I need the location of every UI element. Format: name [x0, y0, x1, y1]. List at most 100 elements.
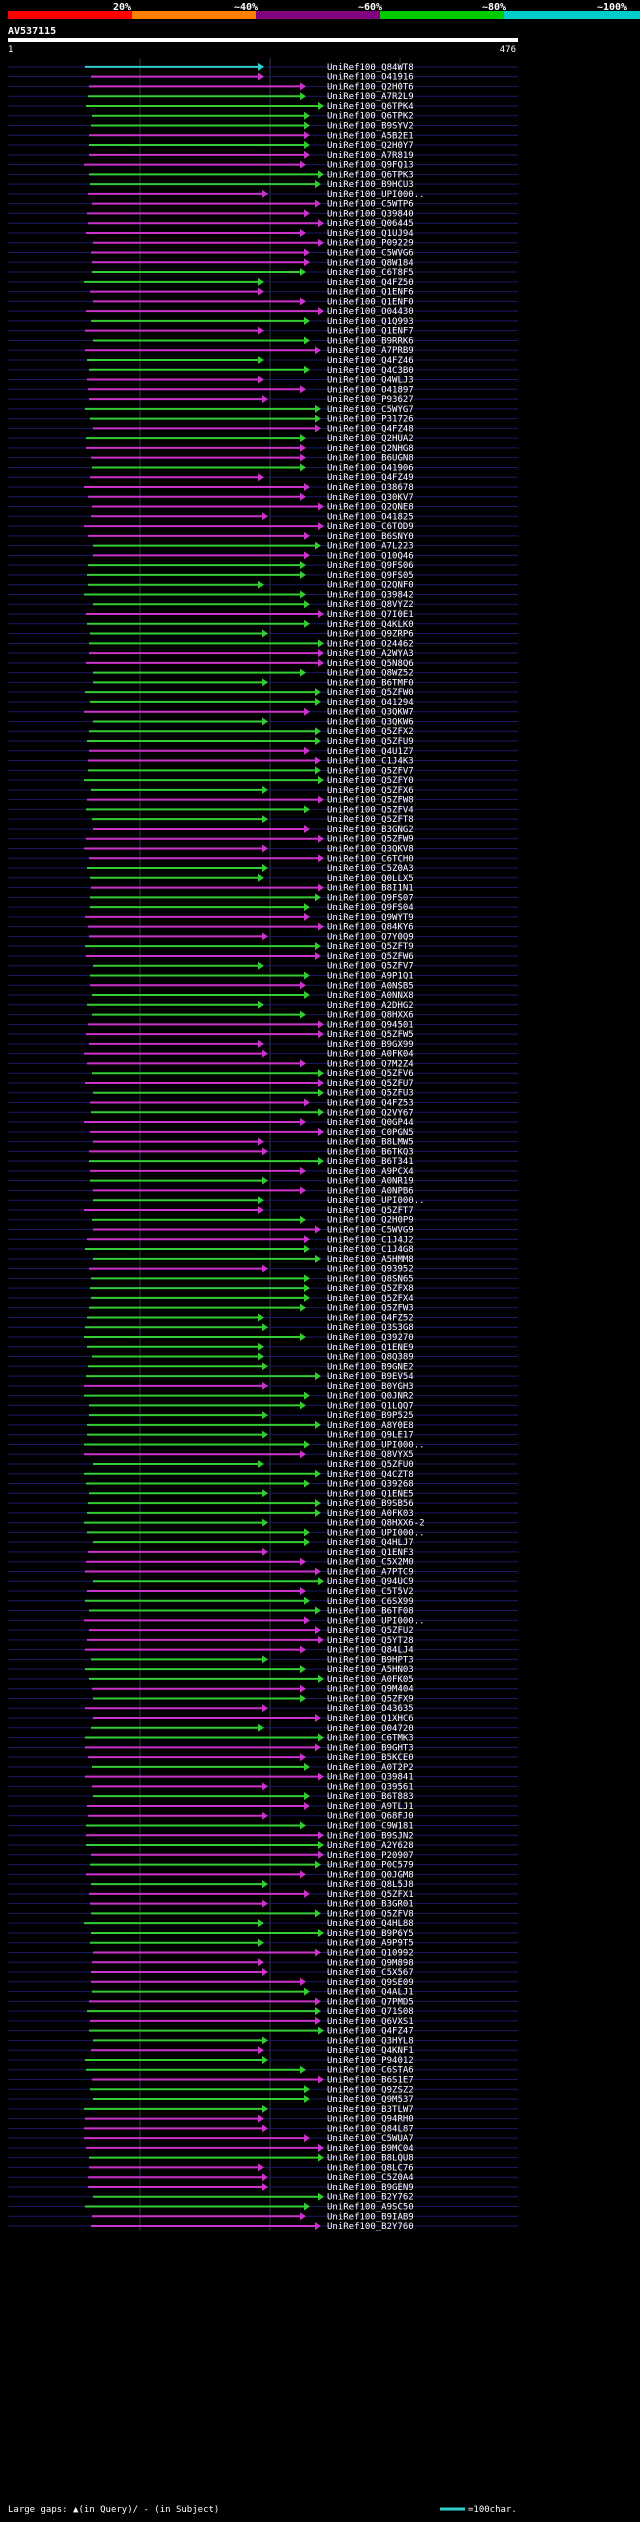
- hit-row[interactable]: UniRef100_C6SX99: [8, 1596, 518, 1607]
- hit-row[interactable]: UniRef100_Q94RH0: [8, 2114, 518, 2125]
- hit-row[interactable]: UniRef100_Q1Q993: [8, 316, 518, 327]
- hit-label[interactable]: UniRef100_B9P525: [327, 1411, 414, 1421]
- hit-label[interactable]: UniRef100_C6SX99: [327, 1597, 414, 1607]
- hit-row[interactable]: UniRef100_O43635: [8, 1704, 518, 1714]
- hit-label[interactable]: UniRef100_Q3S3G8: [327, 1323, 414, 1333]
- hit-label[interactable]: UniRef100_Q10Q46: [327, 551, 414, 561]
- hit-label[interactable]: UniRef100_Q5ZFY0: [327, 776, 414, 786]
- hit-label[interactable]: UniRef100_Q9WYT9: [327, 913, 414, 923]
- hit-label[interactable]: UniRef100_B2Y762: [327, 2193, 414, 2203]
- hit-label[interactable]: UniRef100_B9HCU3: [327, 180, 414, 190]
- hit-label[interactable]: UniRef100_Q94501: [327, 1020, 414, 1030]
- hit-row[interactable]: UniRef100_C0PGN5: [8, 1127, 518, 1138]
- hit-label[interactable]: UniRef100_O04430: [327, 307, 414, 317]
- hit-label[interactable]: UniRef100_Q0JNR2: [327, 1392, 414, 1402]
- hit-label[interactable]: UniRef100_Q3QKV8: [327, 844, 414, 854]
- hit-row[interactable]: UniRef100_Q5ZFU9: [8, 737, 518, 747]
- hit-row[interactable]: UniRef100_B9GX99: [8, 1039, 518, 1050]
- hit-label[interactable]: UniRef100_Q2HUA2: [327, 434, 414, 444]
- hit-row[interactable]: UniRef100_B8LQU8: [8, 2153, 518, 2164]
- hit-label[interactable]: UniRef100_C5WVG6: [327, 249, 414, 259]
- hit-label[interactable]: UniRef100_Q5ZFX8: [327, 1284, 414, 1294]
- hit-row[interactable]: UniRef100_C9W181: [8, 1821, 518, 1831]
- hit-row[interactable]: UniRef100_Q6VXS1: [8, 2016, 518, 2027]
- hit-row[interactable]: UniRef100_B9P6Y5: [8, 1928, 518, 1939]
- hit-row[interactable]: UniRef100_Q5ZFX9: [8, 1694, 518, 1704]
- hit-label[interactable]: UniRef100_Q6VXS1: [327, 2017, 414, 2027]
- hit-row[interactable]: UniRef100_Q1ENF3: [8, 1547, 518, 1558]
- hit-row[interactable]: UniRef100_Q2HUA2: [8, 434, 518, 444]
- hit-label[interactable]: UniRef100_B6T883: [327, 1792, 414, 1802]
- hit-label[interactable]: UniRef100_Q7M2Z4: [327, 1059, 414, 1069]
- hit-row[interactable]: UniRef100_O24462: [8, 639, 518, 649]
- hit-label[interactable]: UniRef100_Q06445: [327, 219, 414, 229]
- hit-row[interactable]: UniRef100_Q5ZFX1: [8, 1889, 518, 1900]
- hit-label[interactable]: UniRef100_A7R2L9: [327, 92, 414, 102]
- hit-row[interactable]: UniRef100_C5WTP6: [8, 199, 518, 210]
- hit-label[interactable]: UniRef100_Q5ZFV6: [327, 1069, 414, 1079]
- hit-label[interactable]: UniRef100_Q3QKW7: [327, 708, 414, 718]
- hit-label[interactable]: UniRef100_B6TMF0: [327, 678, 414, 688]
- hit-row[interactable]: UniRef100_Q1ENF7: [8, 326, 518, 337]
- hit-row[interactable]: UniRef100_Q8VYZ2: [8, 600, 518, 610]
- hit-row[interactable]: UniRef100_Q10Q46: [8, 551, 518, 561]
- hit-label[interactable]: UniRef100_P09229: [327, 239, 414, 249]
- hit-label[interactable]: UniRef100_C1J4G8: [327, 1245, 414, 1255]
- hit-row[interactable]: UniRef100_A7PTC9: [8, 1567, 518, 1577]
- hit-label[interactable]: UniRef100_B5KCE0: [327, 1753, 414, 1763]
- hit-label[interactable]: UniRef100_C0PGN5: [327, 1128, 414, 1138]
- hit-label[interactable]: UniRef100_B6T341: [327, 1157, 414, 1167]
- hit-row[interactable]: UniRef100_O38678: [8, 482, 518, 493]
- hit-row[interactable]: UniRef100_Q1ENE5: [8, 1489, 518, 1499]
- hit-label[interactable]: UniRef100_O43635: [327, 1704, 414, 1714]
- hit-label[interactable]: UniRef100_B3GR01: [327, 1900, 414, 1910]
- hit-row[interactable]: UniRef100_B9GNE2: [8, 1362, 518, 1372]
- hit-row[interactable]: UniRef100_Q9SE09: [8, 1977, 518, 1988]
- hit-label[interactable]: UniRef100_Q94RH0: [327, 2115, 414, 2125]
- hit-label[interactable]: UniRef100_UPI000..: [327, 1616, 425, 1626]
- hit-row[interactable]: UniRef100_Q0JGM8: [8, 1870, 518, 1880]
- hit-row[interactable]: UniRef100_Q8SN65: [8, 1274, 518, 1284]
- hit-label[interactable]: UniRef100_Q1Q993: [327, 317, 414, 327]
- hit-label[interactable]: UniRef100_Q4FZ53: [327, 1099, 414, 1109]
- hit-row[interactable]: UniRef100_Q2QNF0: [8, 580, 518, 591]
- hit-row[interactable]: UniRef100_C5T5V2: [8, 1587, 518, 1597]
- hit-row[interactable]: UniRef100_B3GNG2: [8, 824, 518, 835]
- hit-label[interactable]: UniRef100_Q84LJ4: [327, 1646, 414, 1656]
- hit-row[interactable]: UniRef100_B9HCU3: [8, 180, 518, 190]
- hit-row[interactable]: UniRef100_Q5ZFY0: [8, 776, 518, 786]
- hit-label[interactable]: UniRef100_C6TOD9: [327, 522, 414, 532]
- hit-label[interactable]: UniRef100_Q4FZ46: [327, 356, 414, 366]
- hit-row[interactable]: UniRef100_Q94501: [8, 1020, 518, 1030]
- hit-row[interactable]: UniRef100_Q5ZFV8: [8, 1909, 518, 1919]
- hit-label[interactable]: UniRef100_A0NR19: [327, 1177, 414, 1187]
- hit-label[interactable]: UniRef100_Q9FS05: [327, 571, 414, 581]
- hit-row[interactable]: UniRef100_Q39268: [8, 1479, 518, 1490]
- hit-row[interactable]: UniRef100_Q3S3G8: [8, 1323, 518, 1333]
- hit-label[interactable]: UniRef100_Q39268: [327, 1480, 414, 1490]
- hit-label[interactable]: UniRef100_UPI000..: [327, 1528, 425, 1538]
- hit-row[interactable]: UniRef100_Q4ALJ1: [8, 1987, 518, 1998]
- hit-label[interactable]: UniRef100_Q1ENF0: [327, 297, 414, 307]
- hit-label[interactable]: UniRef100_Q5ZFV7: [327, 766, 414, 776]
- hit-label[interactable]: UniRef100_C5T5V2: [327, 1587, 414, 1597]
- hit-label[interactable]: UniRef100_Q1ENF3: [327, 1548, 414, 1558]
- hit-label[interactable]: UniRef100_A0FK05: [327, 1675, 414, 1685]
- hit-label[interactable]: UniRef100_Q5ZFW9: [327, 835, 414, 845]
- hit-row[interactable]: UniRef100_Q39270: [8, 1332, 518, 1343]
- hit-row[interactable]: UniRef100_Q2H0T6: [8, 82, 518, 92]
- hit-row[interactable]: UniRef100_B9MC04: [8, 2143, 518, 2154]
- hit-row[interactable]: UniRef100_B2Y762: [8, 2192, 518, 2203]
- hit-row[interactable]: UniRef100_B9P525: [8, 1411, 518, 1421]
- hit-label[interactable]: UniRef100_Q5ZFX1: [327, 1890, 414, 1900]
- hit-row[interactable]: UniRef100_Q71S08: [8, 2007, 518, 2017]
- hit-label[interactable]: UniRef100_A0NPB6: [327, 1186, 414, 1196]
- hit-row[interactable]: UniRef100_O41916: [8, 72, 518, 83]
- hit-label[interactable]: UniRef100_Q84KY6: [327, 923, 414, 933]
- hit-label[interactable]: UniRef100_Q0GP44: [327, 1118, 414, 1128]
- hit-row[interactable]: UniRef100_P09229: [8, 238, 518, 249]
- hit-label[interactable]: UniRef100_Q5N8Q6: [327, 659, 414, 669]
- hit-label[interactable]: UniRef100_O24462: [327, 639, 414, 649]
- hit-row[interactable]: UniRef100_Q1XHC6: [8, 1714, 518, 1724]
- hit-row[interactable]: UniRef100_Q9M537: [8, 2095, 518, 2105]
